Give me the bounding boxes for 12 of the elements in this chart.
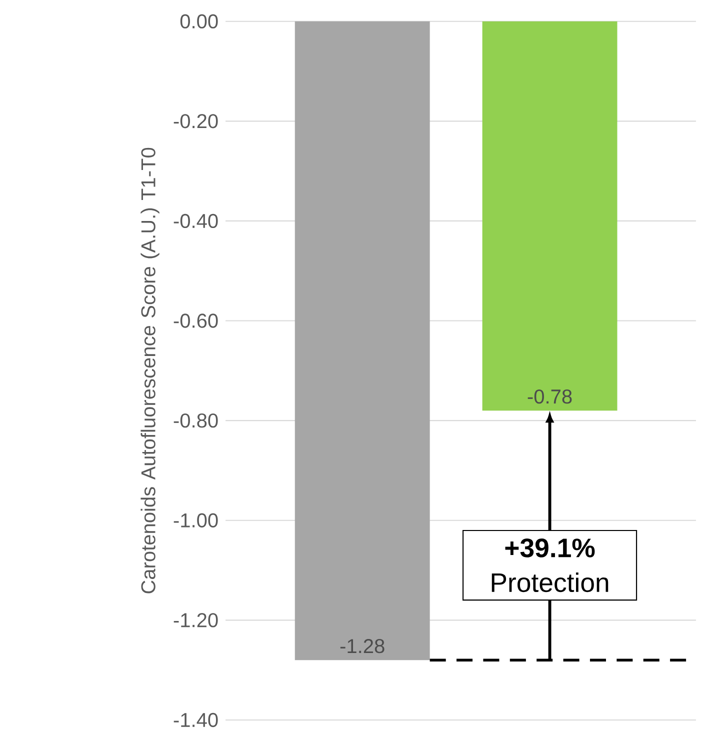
data-label: -1.28 — [340, 638, 384, 654]
y-tick-label: -1.20 — [174, 613, 218, 628]
data-label: -0.78 — [528, 389, 572, 404]
y-tick-label: -0.60 — [174, 314, 218, 328]
y-tick-label: 0.00 — [180, 14, 218, 28]
y-tick-label: -0.40 — [174, 214, 218, 228]
y-tick-label: -1.00 — [174, 513, 218, 528]
y-axis-title: Carotenoids Autofluorescence Score (A.U.) T1-T0 — [140, 148, 160, 594]
annotation: +39.1% Protection — [492, 538, 608, 592]
y-tick-label: -0.80 — [174, 413, 218, 428]
y-tick-label: -1.40 — [174, 712, 218, 728]
y-tick-label: -0.20 — [174, 114, 218, 128]
